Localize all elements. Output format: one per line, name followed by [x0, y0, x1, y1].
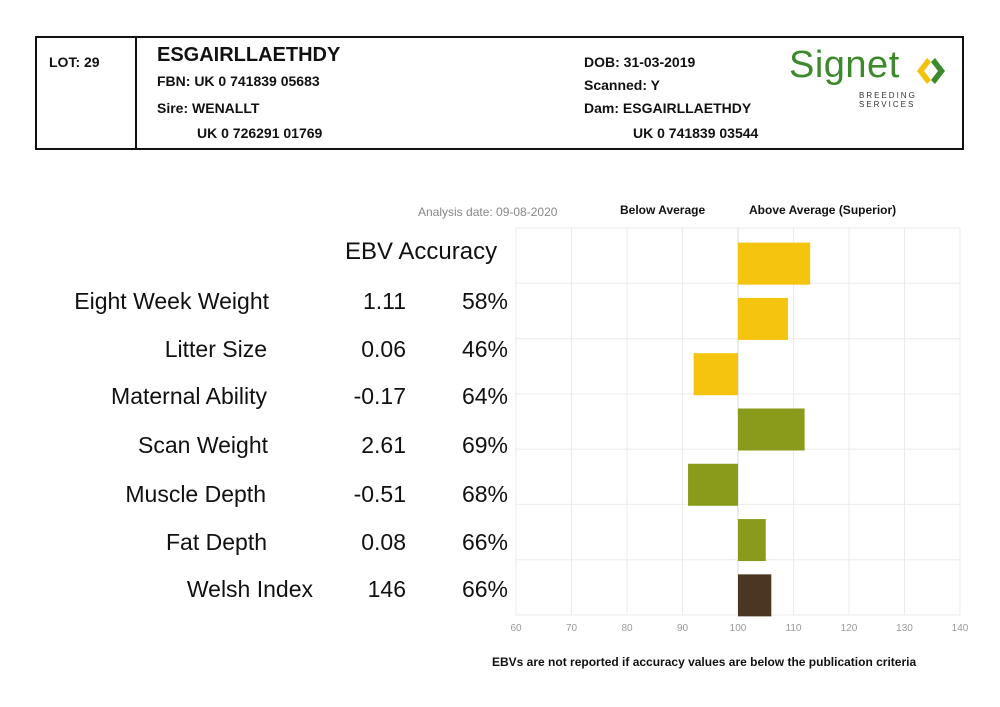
legend-below-average: Below Average — [620, 203, 706, 217]
x-tick-label: 90 — [677, 623, 689, 634]
bar-muscle-depth — [688, 463, 738, 506]
signet-chevron-icon — [917, 58, 945, 84]
x-tick-label: 130 — [896, 623, 913, 634]
lot-number: LOT: 29 — [49, 54, 100, 70]
fbn-number: FBN: UK 0 741839 05683 — [157, 73, 320, 89]
trait-name-fat-depth: Fat Depth — [166, 529, 267, 555]
header-divider — [135, 38, 137, 148]
trait-accuracy-maternal-ability: 64% — [461, 383, 508, 409]
bar-litter-size — [738, 297, 788, 340]
x-tick-label: 120 — [841, 623, 858, 634]
x-tick-label: 60 — [510, 623, 522, 634]
trait-ebv-muscle-depth: -0.51 — [353, 481, 406, 507]
trait-name-maternal-ability: Maternal Ability — [111, 383, 267, 409]
analysis-date: Analysis date: 09-08-2020 — [418, 205, 558, 219]
animal-name: ESGAIRLLAETHDY — [157, 44, 341, 66]
trait-name-litter-size: Litter Size — [164, 336, 267, 362]
bar-scan-weight — [738, 408, 805, 451]
trait-ebv-litter-size: 0.06 — [361, 336, 406, 362]
x-tick-label: 70 — [566, 623, 578, 634]
x-tick-label: 110 — [786, 623, 802, 634]
trait-accuracy-eight-week-weight: 58% — [461, 288, 508, 314]
date-of-birth: DOB: 31-03-2019 — [584, 54, 696, 70]
trait-accuracy-litter-size: 46% — [461, 336, 508, 362]
trait-accuracy-scan-weight: 69% — [461, 432, 508, 458]
x-tick-label: 80 — [621, 623, 633, 634]
trait-ebv-scan-weight: 2.61 — [361, 432, 406, 458]
animal-header: LOT: 29 ESGAIRLLAETHDY FBN: UK 0 741839 … — [35, 36, 964, 150]
trait-name-eight-week-weight: Eight Week Weight — [74, 288, 269, 314]
x-tick-label: 140 — [952, 623, 969, 634]
scanned-status: Scanned: Y — [584, 77, 660, 93]
bar-welsh-index — [738, 574, 772, 617]
trait-accuracy-muscle-depth: 68% — [461, 481, 508, 507]
trait-ebv-maternal-ability: -0.17 — [353, 383, 406, 409]
ebv-accuracy-header: EBV Accuracy — [345, 238, 498, 265]
signet-logo-text: Signet — [789, 44, 900, 86]
sire-id: UK 0 726291 01769 — [197, 125, 323, 141]
bar-eight-week-weight — [738, 242, 811, 285]
signet-logo: Signet BREEDING SERVICES — [789, 44, 959, 109]
legend-above-average: Above Average (Superior) — [749, 203, 897, 217]
trait-ebv-eight-week-weight: 1.11 — [362, 288, 406, 314]
trait-accuracy-welsh-index: 66% — [461, 576, 508, 602]
trait-ebv-fat-depth: 0.08 — [361, 529, 406, 555]
bar-fat-depth — [738, 519, 766, 562]
signet-logo-subtext: BREEDING SERVICES — [859, 91, 917, 109]
trait-name-muscle-depth: Muscle Depth — [125, 481, 266, 507]
bar-maternal-ability — [693, 353, 738, 396]
dam-id: UK 0 741839 03544 — [633, 125, 759, 141]
trait-ebv-welsh-index: 146 — [367, 576, 406, 602]
x-tick-label: 100 — [730, 623, 747, 634]
trait-name-welsh-index: Welsh Index — [186, 576, 313, 602]
sire-name: Sire: WENALLT — [157, 100, 260, 116]
trait-accuracy-fat-depth: 66% — [461, 529, 508, 555]
trait-name-scan-weight: Scan Weight — [138, 432, 268, 458]
publication-footnote: EBVs are not reported if accuracy values… — [492, 655, 917, 669]
dam-name: Dam: ESGAIRLLAETHDY — [584, 100, 752, 116]
